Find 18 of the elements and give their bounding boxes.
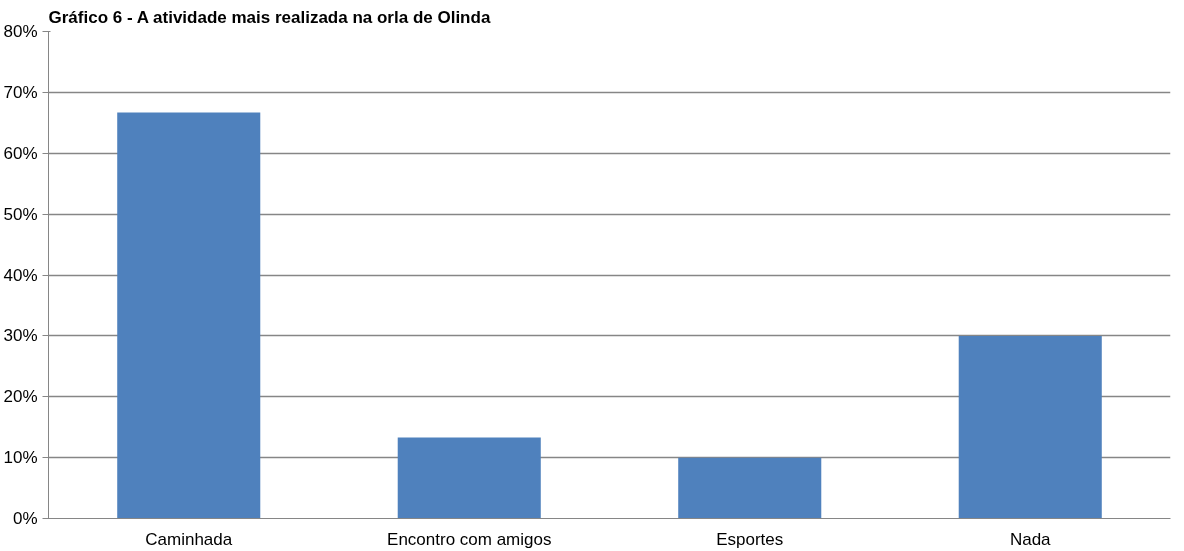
x-tick-label: Caminhada xyxy=(145,529,233,549)
x-tick-label: Encontro com amigos xyxy=(387,529,552,549)
y-tick-label: 50% xyxy=(3,204,38,224)
x-tick-label: Esportes xyxy=(716,529,784,549)
y-tick-label: 20% xyxy=(3,387,38,407)
bar xyxy=(397,437,541,519)
bar xyxy=(678,457,822,519)
bar xyxy=(958,335,1102,519)
y-tick-label: 40% xyxy=(3,265,38,285)
y-tick-label: 80% xyxy=(3,22,38,41)
y-tick-label: 60% xyxy=(3,143,38,163)
bar xyxy=(117,112,261,519)
y-tick-label: 0% xyxy=(12,509,38,528)
chart-title: Gráfico 6 - A atividade mais realizada na orla de Olinda xyxy=(48,7,491,27)
y-tick-label: 30% xyxy=(3,326,38,346)
y-tick-label: 70% xyxy=(3,82,38,102)
y-tick-label: 10% xyxy=(3,448,38,468)
x-tick-label: Nada xyxy=(1009,529,1052,549)
